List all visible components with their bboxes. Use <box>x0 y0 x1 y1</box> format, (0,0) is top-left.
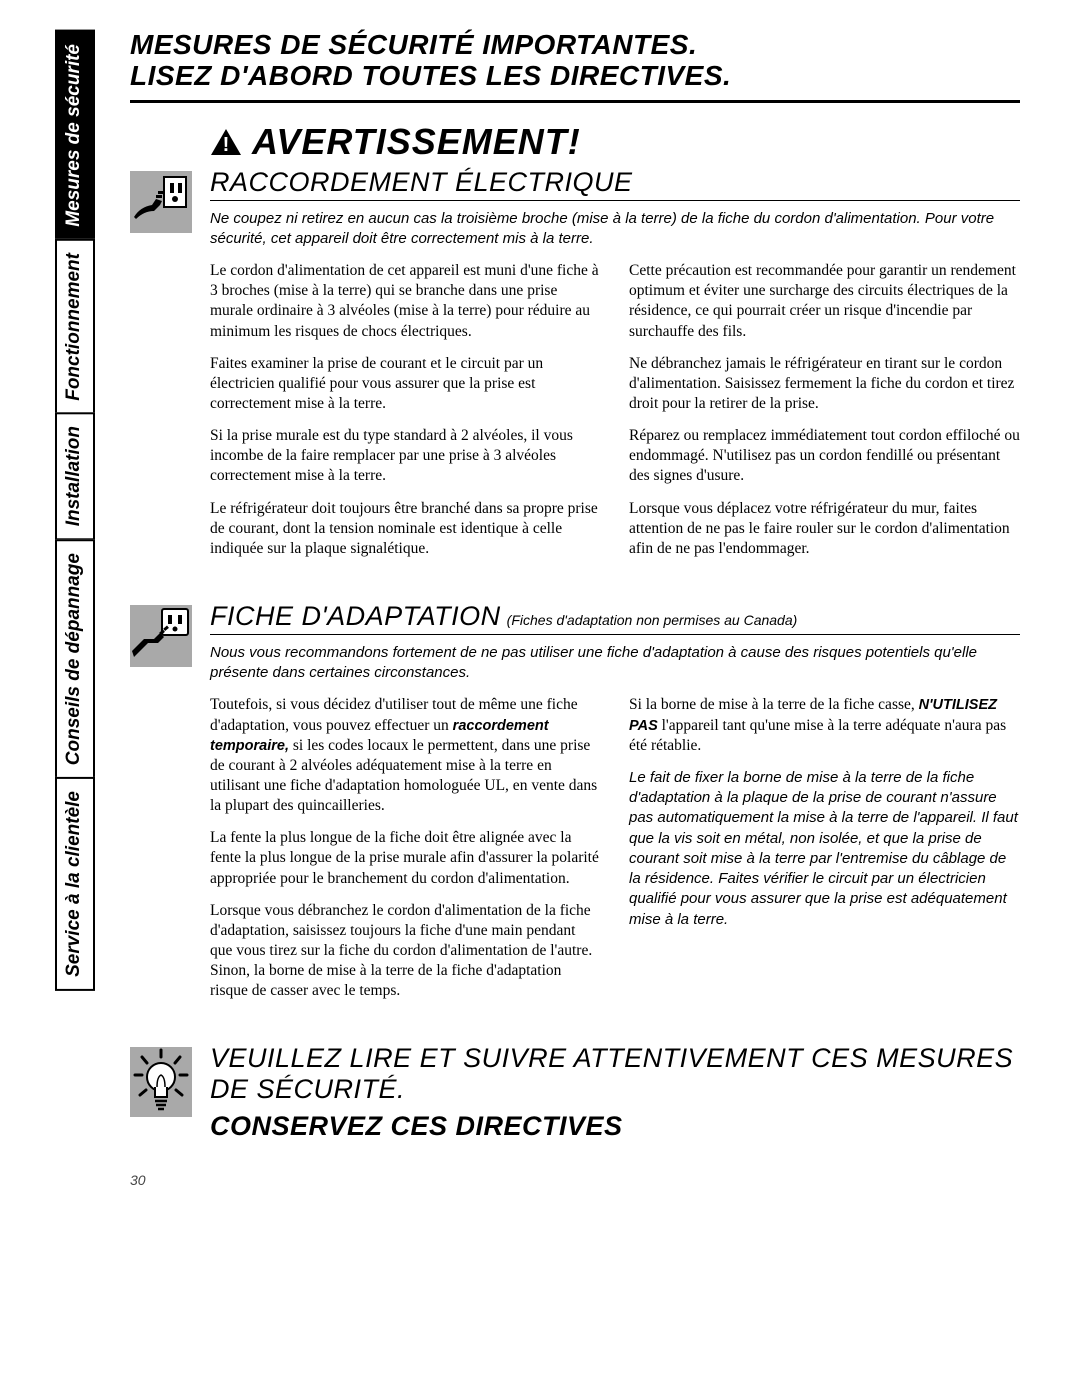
body-text: Lorsque vous déplacez votre réfrigérateu… <box>629 499 1020 559</box>
body-text: Lorsque vous débranchez le cordon d'alim… <box>210 901 601 1002</box>
tab-installation[interactable]: Installation <box>55 412 95 540</box>
tab-service-clientele[interactable]: Service à la clientèle <box>55 777 95 991</box>
section2-title: FICHE D'ADAPTATION <box>210 601 501 631</box>
body-text: Ne débranchez jamais le réfrigérateur en… <box>629 354 1020 414</box>
tab-depannage[interactable]: Conseils de dépannage <box>55 539 95 779</box>
body-text: Le cordon d'alimentation de cet appareil… <box>210 261 601 342</box>
body-text: Faites examiner la prise de courant et l… <box>210 354 601 414</box>
section1-title: RACCORDEMENT ÉLECTRIQUE <box>210 167 633 197</box>
warning-banner: ! AVERTISSEMENT! <box>210 121 1020 163</box>
body-text-span: l'appareil tant qu'une mise à la terre a… <box>629 717 1006 754</box>
side-tab-strip: Mesures de sécurité Fonctionnement Insta… <box>55 30 95 989</box>
tab-mesures-securite[interactable]: Mesures de sécurité <box>55 30 95 241</box>
heading-line1: MESURES DE SÉCURITÉ IMPORTANTES. <box>130 29 697 60</box>
body-text: Le réfrigérateur doit toujours être bran… <box>210 499 601 559</box>
tab-fonctionnement[interactable]: Fonctionnement <box>55 239 95 415</box>
warning-triangle-icon: ! <box>210 128 242 156</box>
body-text-span: Si la borne de mise à la terre de la fic… <box>629 696 919 713</box>
section2-intro: Nous vous recommandons fortement de ne p… <box>210 643 1020 684</box>
page-number: 30 <box>130 1172 1020 1188</box>
italic-note: Le fait de fixer la borne de mise à la t… <box>629 768 1020 930</box>
section1-intro: Ne coupez ni retirez en aucun cas la tro… <box>210 209 1020 250</box>
page-heading: MESURES DE SÉCURITÉ IMPORTANTES. LISEZ D… <box>130 30 1020 103</box>
body-text: Si la borne de mise à la terre de la fic… <box>629 695 1020 755</box>
body-text: Réparez ou remplacez immédiatement tout … <box>629 426 1020 486</box>
section-raccordement: RACCORDEMENT ÉLECTRIQUE Ne coupez ni ret… <box>130 167 1020 571</box>
plug-outlet-icon <box>130 167 192 571</box>
section2-title-note: (Fiches d'adaptation non permises au Can… <box>507 612 798 628</box>
keep-instructions: CONSERVEZ CES DIRECTIVES <box>210 1111 1020 1142</box>
section2-left-col: Toutefois, si vous décidez d'utiliser to… <box>210 695 601 1013</box>
body-text: Cette précaution est recommandée pour ga… <box>629 261 1020 342</box>
body-text: Si la prise murale est du type standard … <box>210 426 601 486</box>
main-content: MESURES DE SÉCURITÉ IMPORTANTES. LISEZ D… <box>130 30 1020 1188</box>
body-text: La fente la plus longue de la fiche doit… <box>210 828 601 888</box>
final-instruction: VEUILLEZ LIRE ET SUIVRE ATTENTIVEMENT CE… <box>210 1043 1020 1105</box>
section1-right-col: Cette précaution est recommandée pour ga… <box>629 261 1020 571</box>
warning-label: AVERTISSEMENT! <box>252 121 581 163</box>
final-section: VEUILLEZ LIRE ET SUIVRE ATTENTIVEMENT CE… <box>130 1043 1020 1142</box>
section1-left-col: Le cordon d'alimentation de cet appareil… <box>210 261 601 571</box>
heading-line2: LISEZ D'ABORD TOUTES LES DIRECTIVES. <box>130 60 731 91</box>
body-text: Toutefois, si vous décidez d'utiliser to… <box>210 695 601 816</box>
svg-text:!: ! <box>223 134 230 156</box>
adapter-plug-icon <box>130 601 192 1013</box>
lightbulb-icon <box>130 1043 192 1122</box>
section-fiche-adaptation: FICHE D'ADAPTATION (Fiches d'adaptation … <box>130 601 1020 1013</box>
section2-right-col: Si la borne de mise à la terre de la fic… <box>629 695 1020 1013</box>
